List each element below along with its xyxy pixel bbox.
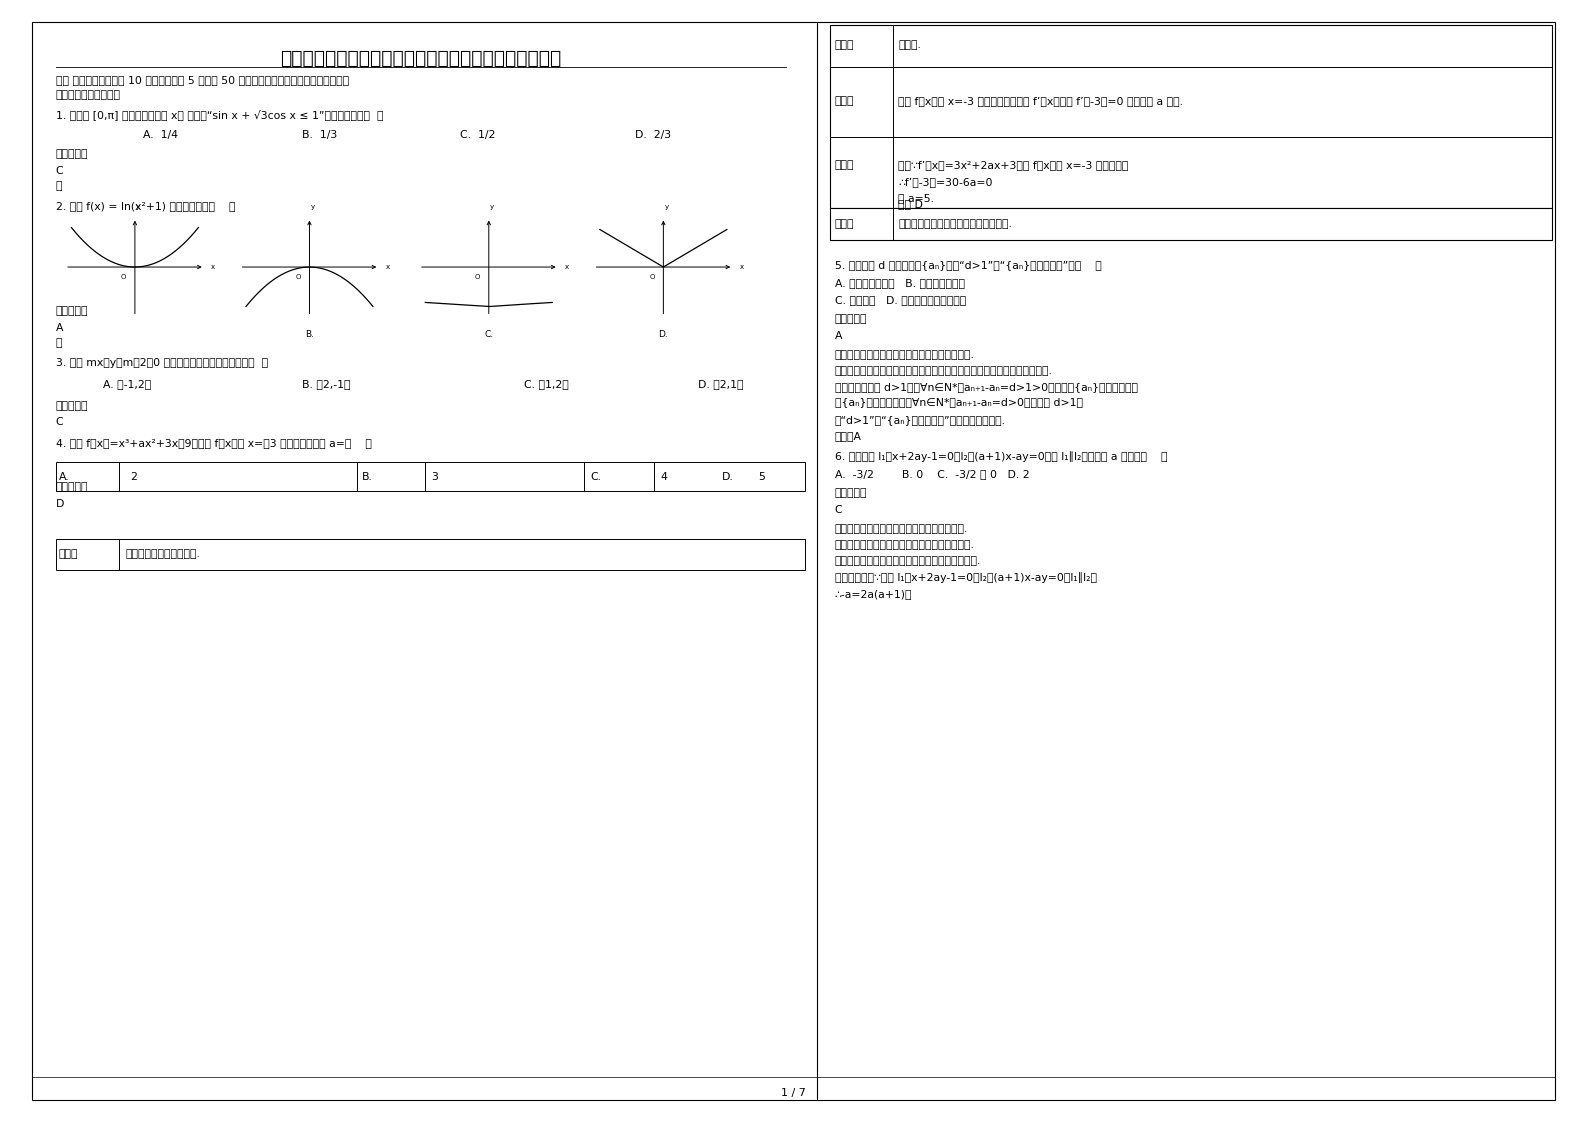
- Text: 【考点】必要条件、充分条件与充要条件的判断.: 【考点】必要条件、充分条件与充要条件的判断.: [835, 350, 974, 360]
- Text: 故“d>1”是“{aₙ}是递增数列”的充分不必要条件.: 故“d>1”是“{aₙ}是递增数列”的充分不必要条件.: [835, 415, 1006, 425]
- Text: 6. 已知直线 l₁：x+2ay-1=0，l₂：(a+1)x-ay=0，若 l₁∥l₂，则实数 a 的値为（    ）: 6. 已知直线 l₁：x+2ay-1=0，l₂：(a+1)x-ay=0，若 l₁…: [835, 451, 1168, 462]
- Text: 【考点】直线的一般式方程与直线的平行关系.: 【考点】直线的一般式方程与直线的平行关系.: [835, 524, 968, 534]
- Text: 一、 选择题：本大题共 10 小题，每小题 5 分，共 50 分。在每小题给出的四个选项中，只有
是一个符合题目要求的: 一、 选择题：本大题共 10 小题，每小题 5 分，共 50 分。在每小题给出的…: [56, 75, 349, 100]
- Text: A.  -3/2        B. 0    C.  -3/2 或 0   D. 2: A. -3/2 B. 0 C. -3/2 或 0 D. 2: [835, 469, 1030, 479]
- Text: 【解答】解：∵直线 l₁：x+2ay-1=0，l₂：(a+1)x-ay=0，l₁∥l₂，: 【解答】解：∵直线 l₁：x+2ay-1=0，l₂：(a+1)x-ay=0，l₁…: [835, 572, 1097, 583]
- Text: A. （-1,2）: A. （-1,2）: [103, 379, 151, 389]
- Text: 故选 D: 故选 D: [898, 199, 924, 209]
- Text: O: O: [649, 274, 655, 280]
- Text: A.: A.: [59, 472, 70, 481]
- Text: B.: B.: [362, 472, 373, 481]
- Text: 分析：: 分析：: [835, 96, 854, 105]
- Text: D.: D.: [722, 472, 733, 481]
- Text: A: A: [56, 323, 63, 333]
- Text: 则 a=5.: 则 a=5.: [898, 193, 935, 203]
- Text: x: x: [565, 264, 570, 270]
- Text: B.  1/3: B. 1/3: [302, 130, 336, 140]
- Text: 参考答案：: 参考答案：: [835, 488, 867, 498]
- Text: 1. 在区间 [0,π] 上随机取一个数 x， 则事件“sin x + √3cos x ≤ 1”发生的概率为（  ）: 1. 在区间 [0,π] 上随机取一个数 x， 则事件“sin x + √3co…: [56, 109, 382, 120]
- Text: x: x: [211, 264, 216, 270]
- Text: 若{aₙ}是递增数列，则∀n∈N*，aₙ₊₁-aₙ=d>0，推不出 d>1，: 若{aₙ}是递增数列，则∀n∈N*，aₙ₊₁-aₙ=d>0，推不出 d>1，: [835, 398, 1082, 408]
- Text: 2: 2: [130, 472, 136, 481]
- Text: B. （2,-1）: B. （2,-1）: [302, 379, 351, 389]
- Text: B.: B.: [305, 330, 314, 339]
- Text: O: O: [121, 274, 127, 280]
- Text: y: y: [490, 204, 494, 210]
- Text: C. （1,2）: C. （1,2）: [524, 379, 568, 389]
- Text: x: x: [740, 264, 744, 270]
- Text: 解：∵f’（x）=3x²+2ax+3，又 f（x）在 x=-3 时取得极値: 解：∵f’（x）=3x²+2ax+3，又 f（x）在 x=-3 时取得极値: [898, 160, 1128, 171]
- Text: 利用导数研究函数的极値.: 利用导数研究函数的极値.: [125, 550, 200, 559]
- Text: ∴-a=2a(a+1)，: ∴-a=2a(a+1)，: [835, 589, 913, 599]
- Text: C. 充要条件   D. 概不充分也不必要条件: C. 充要条件 D. 概不充分也不必要条件: [835, 295, 966, 305]
- Text: 略: 略: [56, 181, 62, 191]
- Text: 参考答案：: 参考答案：: [56, 306, 87, 316]
- Text: 【分析】根据递增数列的性质结果充分条件和必要条件的定义进行判断即可.: 【分析】根据递增数列的性质结果充分条件和必要条件的定义进行判断即可.: [835, 366, 1052, 376]
- Text: D: D: [56, 499, 63, 509]
- Text: 3. 直线 mx－y－m＋2＝0 经过一定点，则该点的坐标是（  ）: 3. 直线 mx－y－m＋2＝0 经过一定点，则该点的坐标是（ ）: [56, 358, 268, 368]
- Text: D.  2/3: D. 2/3: [635, 130, 671, 140]
- Text: 因为 f（x）在 x=-3 是取极値，则求出 f’（x）得到 f’（-3）=0 解出求出 a 即可.: 因为 f（x）在 x=-3 是取极値，则求出 f’（x）得到 f’（-3）=0 …: [898, 96, 1184, 105]
- Text: 2. 函数 f(x) = ln(x²+1) 的图象大致是（    ）: 2. 函数 f(x) = ln(x²+1) 的图象大致是（ ）: [56, 201, 235, 211]
- Text: O: O: [295, 274, 302, 280]
- Text: 4. 函数 f（x）=x³+ax²+3x）9，已知 f（x）在 x=）3 时取得极値，则 a=（    ）: 4. 函数 f（x）=x³+ax²+3x）9，已知 f（x）在 x=）3 时取得…: [56, 438, 371, 448]
- Text: C: C: [835, 505, 843, 515]
- Text: x: x: [386, 264, 390, 270]
- Text: 【解答】解：若 d>1，则∀n∈N*，aₙ₊₁-aₙ=d>1>0，所以，{aₙ}是递增数列；: 【解答】解：若 d>1，则∀n∈N*，aₙ₊₁-aₙ=d>1>0，所以，{aₙ}…: [835, 383, 1138, 393]
- Bar: [830, 208, 1552, 240]
- Text: 1 / 7: 1 / 7: [781, 1088, 806, 1097]
- Bar: [56, 462, 805, 491]
- Text: D.: D.: [659, 330, 668, 339]
- Text: C.  1/2: C. 1/2: [460, 130, 495, 140]
- Text: C: C: [56, 166, 63, 176]
- Text: 河南省安阳市幸福中学高二数学理下学期期末试题含解析: 河南省安阳市幸福中学高二数学理下学期期末试题含解析: [279, 49, 562, 68]
- Text: A: A: [835, 331, 843, 341]
- Text: ∴f’（-3）=30-6a=0: ∴f’（-3）=30-6a=0: [898, 177, 993, 187]
- Text: 5: 5: [759, 472, 765, 481]
- Text: 参考答案：: 参考答案：: [56, 401, 87, 411]
- Text: y: y: [136, 204, 140, 210]
- Text: 【专题】计算题；方程思想；综合法：直线与圆.: 【专题】计算题；方程思想；综合法：直线与圆.: [835, 540, 974, 550]
- Text: A.  1/4: A. 1/4: [143, 130, 178, 140]
- Text: 点评：: 点评：: [835, 219, 854, 229]
- Text: 略: 略: [56, 338, 62, 348]
- Text: 考查学生利用导数研究函数极値的能力.: 考查学生利用导数研究函数极値的能力.: [898, 219, 1013, 229]
- Text: O: O: [475, 274, 481, 280]
- Text: C.: C.: [590, 472, 601, 481]
- Text: 解答：: 解答：: [835, 160, 854, 171]
- Text: D. （2,1）: D. （2,1）: [698, 379, 744, 389]
- Text: 计算题.: 计算题.: [898, 40, 920, 49]
- Text: C.: C.: [484, 330, 494, 339]
- Bar: [830, 25, 1552, 208]
- Text: 考点：: 考点：: [59, 550, 78, 559]
- Text: A. 充分不必要条件   B. 必要不充分条件: A. 充分不必要条件 B. 必要不充分条件: [835, 278, 965, 288]
- Text: 参考答案：: 参考答案：: [56, 482, 87, 493]
- Text: 参考答案：: 参考答案：: [56, 149, 87, 159]
- Text: 5. 在公差为 d 的等差数列{aₙ}中，“d>1”是“{aₙ}是递增数列”的（    ）: 5. 在公差为 d 的等差数列{aₙ}中，“d>1”是“{aₙ}是递增数列”的（…: [835, 260, 1101, 270]
- Text: y: y: [665, 204, 668, 210]
- Text: y: y: [311, 204, 314, 210]
- Text: C: C: [56, 417, 63, 427]
- Text: 4: 4: [660, 472, 667, 481]
- Text: 【分析】利用两条直线平行的条件，即可得出结论.: 【分析】利用两条直线平行的条件，即可得出结论.: [835, 557, 981, 567]
- Text: 3: 3: [432, 472, 438, 481]
- Text: 故选：A: 故选：A: [835, 431, 862, 441]
- Bar: [56, 539, 805, 570]
- Text: 专题：: 专题：: [835, 40, 854, 49]
- Text: 参考答案：: 参考答案：: [835, 314, 867, 324]
